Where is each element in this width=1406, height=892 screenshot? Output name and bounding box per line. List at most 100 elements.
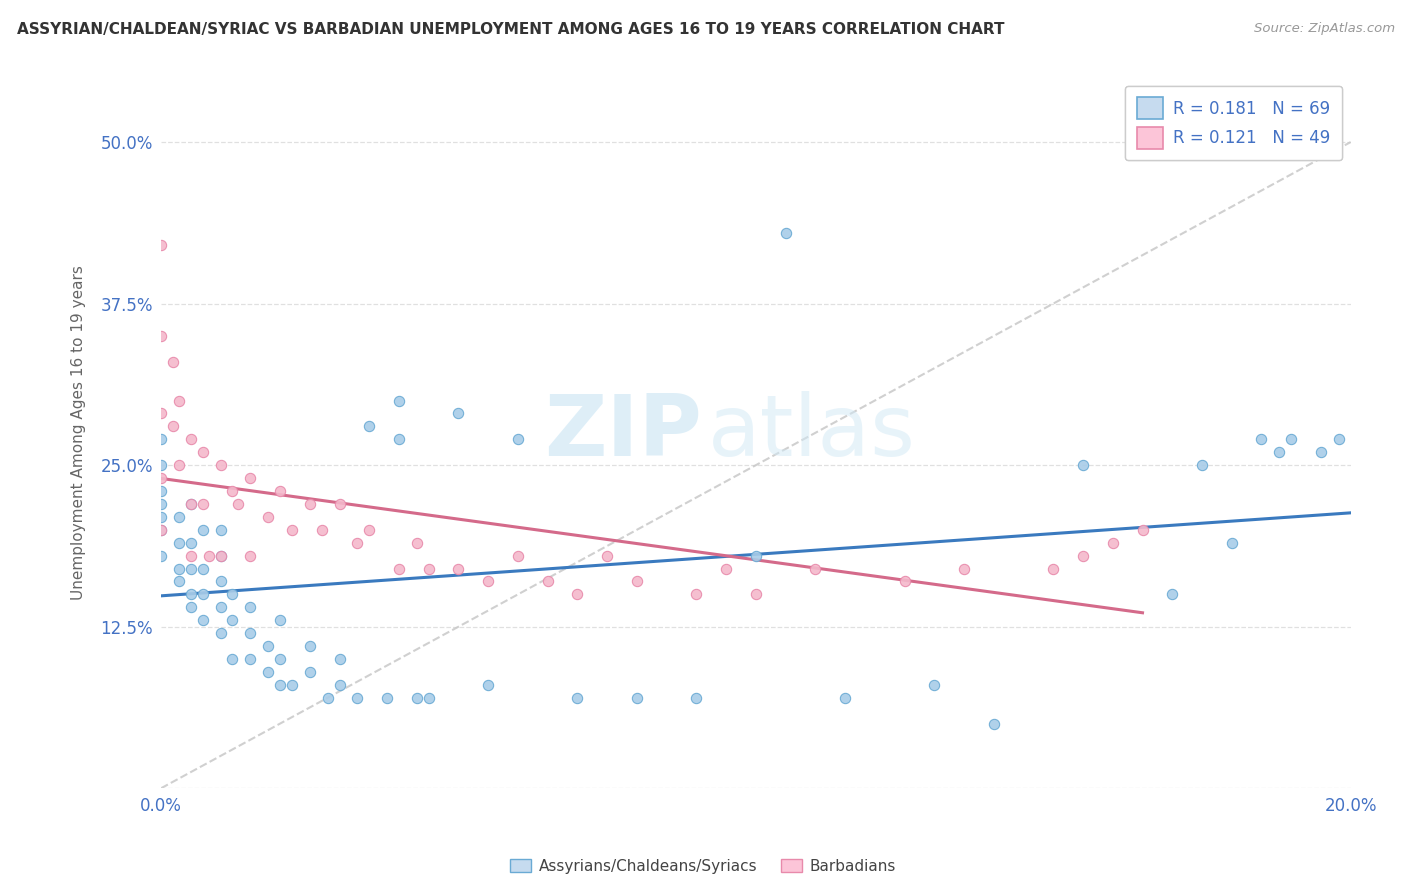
Point [596,549,619,563]
Point [1042,561,1064,575]
Point [162,355,184,369]
Point [328,678,350,692]
Point [150,407,173,421]
Point [180,600,202,615]
Point [346,690,368,705]
Point [714,561,737,575]
Point [150,549,173,563]
Point [221,652,243,666]
Point [953,561,976,575]
Point [1191,458,1213,472]
Point [1310,445,1333,459]
Point [375,690,398,705]
Point [228,497,250,511]
Point [359,523,381,537]
Point [269,483,291,498]
Point [257,639,280,653]
Point [506,432,529,446]
Point [209,600,232,615]
Point [167,509,190,524]
Point [167,535,190,549]
Point [191,587,214,601]
Point [1071,458,1094,472]
Point [191,561,214,575]
Point [191,445,214,459]
Point [180,497,202,511]
Point [685,587,707,601]
Point [180,549,202,563]
Point [191,613,214,627]
Text: ASSYRIAN/CHALDEAN/SYRIAC VS BARBADIAN UNEMPLOYMENT AMONG AGES 16 TO 19 YEARS COR: ASSYRIAN/CHALDEAN/SYRIAC VS BARBADIAN UN… [17,22,1004,37]
Point [150,497,173,511]
Point [1071,549,1094,563]
Point [405,690,427,705]
Point [685,690,707,705]
Point [281,523,304,537]
Point [150,523,173,537]
Point [150,523,173,537]
Point [775,226,797,240]
Point [209,549,232,563]
Point [418,561,440,575]
Point [447,407,470,421]
Point [221,587,243,601]
Point [180,497,202,511]
Legend: R = 0.181   N = 69, R = 0.121   N = 49: R = 0.181 N = 69, R = 0.121 N = 49 [1125,86,1343,161]
Point [239,471,262,485]
Point [1132,523,1154,537]
Point [167,561,190,575]
Point [346,535,368,549]
Point [221,483,243,498]
Text: atlas: atlas [709,392,917,475]
Point [191,497,214,511]
Point [221,613,243,627]
Point [567,587,589,601]
Point [167,574,190,589]
Point [209,626,232,640]
Point [834,690,856,705]
Legend: Assyrians/Chaldeans/Syriacs, Barbadians: Assyrians/Chaldeans/Syriacs, Barbadians [503,853,903,880]
Point [626,690,648,705]
Point [209,523,232,537]
Point [477,678,499,692]
Text: ZIP: ZIP [544,392,703,475]
Point [167,393,190,408]
Point [1268,445,1291,459]
Point [388,393,411,408]
Point [257,665,280,679]
Point [150,432,173,446]
Point [191,523,214,537]
Point [197,549,219,563]
Point [328,497,350,511]
Point [269,613,291,627]
Point [328,652,350,666]
Point [209,549,232,563]
Point [150,509,173,524]
Point [281,678,304,692]
Point [983,716,1005,731]
Point [388,561,411,575]
Point [405,535,427,549]
Point [239,549,262,563]
Point [1101,535,1123,549]
Point [269,678,291,692]
Point [1220,535,1243,549]
Point [269,652,291,666]
Point [180,561,202,575]
Point [239,600,262,615]
Point [1250,432,1272,446]
Point [239,652,262,666]
Point [150,471,173,485]
Point [1327,432,1350,446]
Point [180,587,202,601]
Point [1161,587,1184,601]
Point [150,329,173,343]
Point [893,574,915,589]
Point [180,432,202,446]
Point [150,483,173,498]
Point [506,549,529,563]
Point [477,574,499,589]
Y-axis label: Unemployment Among Ages 16 to 19 years: Unemployment Among Ages 16 to 19 years [72,266,86,600]
Point [447,561,470,575]
Point [924,678,946,692]
